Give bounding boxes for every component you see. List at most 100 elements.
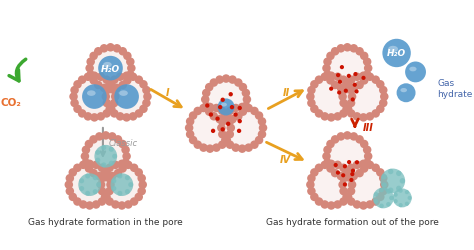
Circle shape xyxy=(135,193,143,201)
Circle shape xyxy=(350,172,355,176)
Circle shape xyxy=(360,164,368,173)
Circle shape xyxy=(331,169,339,178)
Circle shape xyxy=(93,176,98,180)
Circle shape xyxy=(78,110,86,118)
Circle shape xyxy=(98,187,106,196)
Circle shape xyxy=(101,173,110,182)
Circle shape xyxy=(344,105,352,114)
Circle shape xyxy=(382,174,387,180)
Circle shape xyxy=(379,204,384,208)
Circle shape xyxy=(339,187,348,196)
Circle shape xyxy=(234,112,243,121)
Circle shape xyxy=(106,105,114,114)
Circle shape xyxy=(323,146,332,154)
Circle shape xyxy=(356,82,364,90)
Circle shape xyxy=(202,89,210,98)
Circle shape xyxy=(98,174,106,183)
Circle shape xyxy=(107,105,116,114)
Circle shape xyxy=(112,154,117,159)
Circle shape xyxy=(101,93,110,102)
Circle shape xyxy=(215,116,224,124)
Circle shape xyxy=(347,99,356,108)
Circle shape xyxy=(347,76,356,84)
Circle shape xyxy=(315,76,323,84)
Circle shape xyxy=(228,93,233,97)
Circle shape xyxy=(333,113,342,121)
Circle shape xyxy=(344,193,352,201)
Circle shape xyxy=(186,118,194,126)
Circle shape xyxy=(89,136,98,144)
Text: Gas
hydrate: Gas hydrate xyxy=(438,79,473,98)
Circle shape xyxy=(237,129,241,134)
Ellipse shape xyxy=(87,91,96,96)
Circle shape xyxy=(389,196,394,200)
Circle shape xyxy=(349,132,358,141)
Circle shape xyxy=(105,198,114,206)
Circle shape xyxy=(323,58,332,67)
Circle shape xyxy=(142,86,151,95)
Circle shape xyxy=(118,164,127,173)
Circle shape xyxy=(245,104,253,113)
Circle shape xyxy=(102,99,111,108)
Circle shape xyxy=(215,76,224,84)
Circle shape xyxy=(118,48,127,56)
Circle shape xyxy=(372,76,380,84)
Circle shape xyxy=(85,202,94,210)
Circle shape xyxy=(101,146,106,150)
Circle shape xyxy=(307,174,316,183)
Circle shape xyxy=(73,76,115,118)
Circle shape xyxy=(327,160,336,168)
Circle shape xyxy=(69,193,77,201)
Circle shape xyxy=(337,132,345,141)
Circle shape xyxy=(218,107,227,116)
Circle shape xyxy=(65,174,74,183)
Circle shape xyxy=(110,110,118,118)
Circle shape xyxy=(338,93,347,102)
Circle shape xyxy=(101,163,106,168)
Circle shape xyxy=(408,196,412,200)
Circle shape xyxy=(211,129,215,134)
Circle shape xyxy=(337,91,341,95)
Circle shape xyxy=(221,112,229,120)
Circle shape xyxy=(342,168,351,177)
Circle shape xyxy=(355,160,359,165)
Circle shape xyxy=(82,85,107,110)
Circle shape xyxy=(100,45,109,53)
Circle shape xyxy=(129,73,137,82)
Circle shape xyxy=(347,187,356,196)
Circle shape xyxy=(102,193,111,201)
Circle shape xyxy=(89,169,98,178)
Circle shape xyxy=(379,86,388,95)
Circle shape xyxy=(320,161,329,170)
Circle shape xyxy=(109,147,114,152)
Circle shape xyxy=(142,99,151,108)
Circle shape xyxy=(342,193,351,201)
Circle shape xyxy=(73,198,82,206)
Circle shape xyxy=(337,172,345,180)
Circle shape xyxy=(343,132,352,140)
Circle shape xyxy=(97,113,105,121)
Circle shape xyxy=(205,84,213,92)
Circle shape xyxy=(105,174,114,183)
Circle shape xyxy=(84,73,92,82)
Circle shape xyxy=(106,76,147,118)
Circle shape xyxy=(82,146,90,154)
Circle shape xyxy=(348,181,356,189)
Circle shape xyxy=(347,160,351,164)
Circle shape xyxy=(306,181,315,189)
Circle shape xyxy=(356,169,364,178)
Circle shape xyxy=(372,198,380,206)
Ellipse shape xyxy=(78,174,101,196)
Circle shape xyxy=(111,93,119,102)
Circle shape xyxy=(116,113,124,121)
Circle shape xyxy=(105,187,114,196)
Circle shape xyxy=(399,189,403,193)
Circle shape xyxy=(259,124,267,132)
Circle shape xyxy=(347,198,356,206)
Circle shape xyxy=(108,172,117,180)
Circle shape xyxy=(226,141,234,149)
Circle shape xyxy=(110,76,118,84)
Circle shape xyxy=(360,140,368,149)
Circle shape xyxy=(125,189,130,194)
Circle shape xyxy=(363,159,372,167)
